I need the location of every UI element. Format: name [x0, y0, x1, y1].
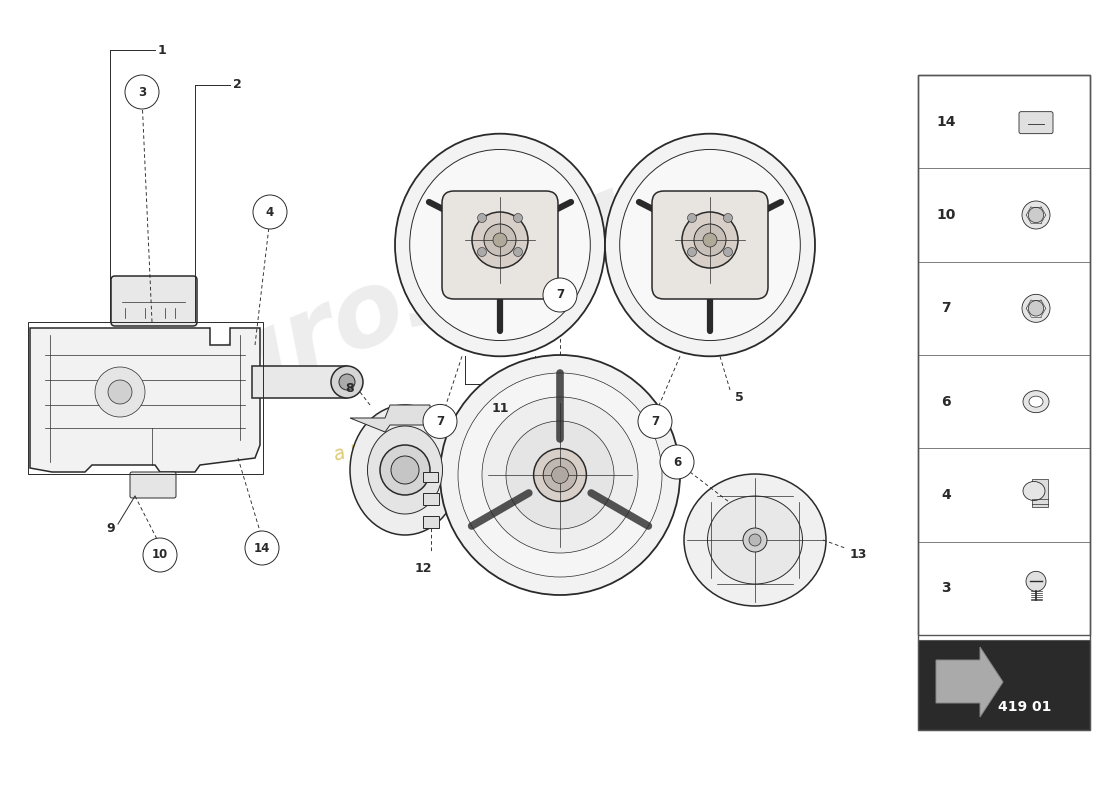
Polygon shape	[30, 328, 260, 472]
Circle shape	[379, 445, 430, 495]
Text: 4: 4	[942, 488, 950, 502]
Circle shape	[108, 380, 132, 404]
Ellipse shape	[619, 150, 801, 341]
Circle shape	[1028, 207, 1044, 222]
Ellipse shape	[409, 150, 591, 341]
Circle shape	[458, 373, 662, 577]
Circle shape	[724, 214, 733, 222]
FancyBboxPatch shape	[130, 472, 176, 498]
Circle shape	[424, 405, 456, 438]
Circle shape	[95, 367, 145, 417]
Ellipse shape	[1028, 396, 1043, 407]
Ellipse shape	[605, 134, 815, 356]
Circle shape	[472, 212, 528, 268]
Circle shape	[543, 278, 578, 312]
Text: 7: 7	[556, 289, 564, 302]
FancyBboxPatch shape	[442, 191, 558, 299]
Circle shape	[339, 374, 355, 390]
Bar	[1032, 479, 1048, 507]
Bar	[424, 493, 439, 505]
Text: 10: 10	[152, 549, 168, 562]
Text: 12: 12	[415, 562, 431, 574]
FancyBboxPatch shape	[1019, 112, 1053, 134]
Text: 7: 7	[651, 415, 659, 428]
Circle shape	[543, 458, 576, 492]
Circle shape	[703, 233, 717, 247]
Circle shape	[477, 214, 486, 222]
Ellipse shape	[684, 474, 826, 606]
Circle shape	[482, 397, 638, 553]
FancyBboxPatch shape	[652, 191, 768, 299]
Polygon shape	[350, 405, 430, 432]
Circle shape	[125, 75, 160, 109]
Text: 3: 3	[138, 86, 146, 98]
Bar	[424, 472, 438, 482]
Circle shape	[688, 214, 696, 222]
Text: eurospare: eurospare	[134, 131, 725, 449]
Text: 11: 11	[492, 402, 508, 415]
Circle shape	[331, 366, 363, 398]
Ellipse shape	[1023, 390, 1049, 413]
Circle shape	[1022, 201, 1050, 229]
Ellipse shape	[707, 496, 803, 584]
Text: 7: 7	[942, 302, 950, 315]
Bar	[424, 516, 439, 528]
Circle shape	[1022, 294, 1050, 322]
Ellipse shape	[1023, 482, 1045, 501]
Circle shape	[143, 538, 177, 572]
Text: 4: 4	[266, 206, 274, 218]
Text: 5: 5	[735, 390, 744, 404]
Circle shape	[551, 466, 569, 483]
Circle shape	[682, 212, 738, 268]
FancyBboxPatch shape	[111, 276, 197, 326]
Ellipse shape	[395, 134, 605, 356]
Circle shape	[742, 528, 767, 552]
Polygon shape	[936, 647, 1003, 717]
Ellipse shape	[367, 426, 442, 514]
Text: 419 01: 419 01	[998, 700, 1052, 714]
Text: 7: 7	[436, 415, 444, 428]
Text: 6: 6	[673, 455, 681, 469]
Text: 6: 6	[942, 394, 950, 409]
Circle shape	[1026, 571, 1046, 591]
Circle shape	[514, 214, 522, 222]
Circle shape	[506, 421, 614, 529]
Circle shape	[493, 233, 507, 247]
Circle shape	[534, 449, 586, 502]
Bar	[918, 75, 1090, 635]
Text: 8: 8	[345, 382, 354, 394]
Ellipse shape	[350, 405, 460, 535]
Text: 14: 14	[254, 542, 271, 554]
Circle shape	[514, 247, 522, 257]
Text: 1: 1	[158, 43, 167, 57]
Circle shape	[694, 224, 726, 256]
Text: 13: 13	[850, 549, 868, 562]
Circle shape	[477, 247, 486, 257]
Circle shape	[1028, 301, 1044, 316]
Bar	[252, 366, 346, 398]
Circle shape	[638, 405, 672, 438]
Bar	[918, 75, 1090, 730]
Circle shape	[688, 247, 696, 257]
Bar	[28, 322, 263, 474]
Circle shape	[253, 195, 287, 229]
Text: a passion for parts since 1985: a passion for parts since 1985	[332, 365, 608, 466]
Circle shape	[749, 534, 761, 546]
Text: 3: 3	[942, 582, 950, 595]
Circle shape	[440, 355, 680, 595]
Circle shape	[660, 445, 694, 479]
Circle shape	[390, 456, 419, 484]
Text: 2: 2	[233, 78, 242, 91]
Text: 10: 10	[936, 208, 956, 222]
Text: 14: 14	[936, 114, 956, 129]
Bar	[918, 640, 1090, 730]
Circle shape	[724, 247, 733, 257]
Circle shape	[484, 224, 516, 256]
Circle shape	[245, 531, 279, 565]
Text: 9: 9	[107, 522, 116, 534]
